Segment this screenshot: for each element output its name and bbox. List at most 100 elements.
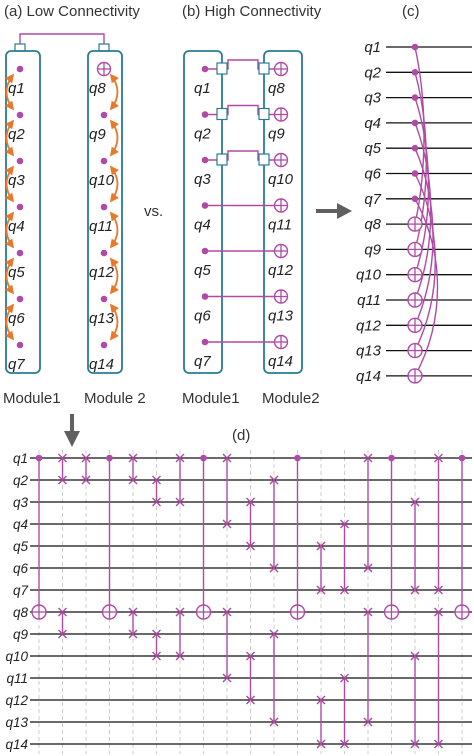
swap-cross (434, 585, 443, 595)
qubit-label: q14 (356, 368, 381, 385)
swap-cross (340, 585, 349, 595)
qubit-label: q6 (364, 166, 381, 183)
down-arrow (64, 414, 80, 447)
swap-cross (434, 453, 443, 463)
panel-a-diagram: q1 q8 q2 q9 q3 q10 q4 q11 q5 q12 q6 q13 q7 q14 (5, 33, 123, 374)
qubit-label: q13 (89, 310, 115, 327)
qubit-label: q7 (194, 353, 211, 370)
module2-box (263, 50, 303, 374)
qubit-label: q11 (357, 292, 381, 309)
qubit-label: q5 (194, 262, 211, 279)
qubit-label: q9 (13, 627, 29, 642)
qubit-label: q5 (8, 264, 25, 281)
swap-cross (363, 607, 373, 617)
control-dot (200, 454, 207, 462)
swap-cross (316, 541, 326, 551)
swap-cross (269, 629, 279, 639)
qubit-label: q10 (5, 649, 28, 664)
swap-cross (152, 651, 161, 661)
swap-cross (340, 739, 349, 749)
control-dot (411, 144, 419, 152)
swap-cross (58, 607, 67, 617)
control-dot (16, 341, 24, 349)
swap-cross (340, 519, 349, 529)
control-dot (201, 111, 209, 118)
swap-cross (246, 695, 255, 705)
swap-cross (410, 497, 420, 507)
qubit-label: q6 (13, 561, 29, 576)
qubit-label: q12 (5, 693, 28, 708)
swap-arrow (109, 119, 119, 157)
control-dot (201, 293, 209, 300)
qubit-label: q4 (364, 115, 381, 132)
control-dot (16, 295, 24, 303)
control-dot (16, 111, 24, 119)
swap-arrow (109, 211, 119, 249)
module1-port (216, 62, 228, 75)
qubit-label: q13 (268, 308, 294, 325)
swap-cross (410, 585, 420, 595)
qubit-label: q3 (364, 90, 381, 107)
swap-cross (410, 739, 420, 749)
swap-cross (246, 541, 255, 551)
swap-cross (81, 475, 91, 485)
swap-arrow (109, 303, 119, 341)
control-dot (106, 454, 113, 462)
qubit-label: q8 (364, 216, 381, 233)
panel-b-module1-label: Module1 (182, 390, 240, 407)
qubit-label: q10 (89, 172, 115, 189)
swap-cross (128, 475, 138, 485)
panel-d-title: (d) (232, 427, 250, 444)
qubit-label: q6 (194, 308, 211, 325)
swap-cross (58, 475, 67, 485)
swap-cross (152, 475, 161, 485)
swap-cross (128, 629, 138, 639)
swap-cross (222, 453, 232, 463)
control-dot (411, 69, 419, 76)
control-dot (411, 43, 419, 51)
swap-cross (434, 607, 443, 617)
control-dot (411, 119, 419, 127)
qubit-label: q2 (364, 64, 381, 81)
panel-b-title: (b) High Connectivity (182, 3, 322, 20)
control-dot (411, 195, 419, 203)
qubit-label: q2 (8, 126, 25, 143)
qubit-label: q12 (356, 317, 382, 334)
swap-cross (58, 629, 67, 639)
swap-cross (246, 497, 255, 507)
swap-cross (269, 717, 279, 727)
qubit-label: q9 (89, 126, 106, 143)
module2-port (98, 43, 110, 52)
swap-cross (128, 607, 138, 617)
control-dot (100, 157, 108, 165)
cnot-link (205, 59, 281, 70)
qubit-label: q11 (89, 218, 113, 235)
qubit-label: q1 (13, 451, 28, 466)
qubit-label: q10 (268, 171, 294, 188)
control-dot (201, 202, 209, 209)
swap-cross (246, 651, 255, 661)
cnot-link (205, 104, 281, 116)
module2-port (258, 153, 270, 166)
panel-b-diagram: q1 q8 q2 q9 q3 q10 q4 q11 q5 q12 q6 q13 q7 q14 (183, 50, 303, 374)
cnot-link (414, 122, 432, 301)
qubit-label: q14 (89, 356, 114, 373)
control-dot (411, 94, 419, 101)
swap-cross (434, 739, 443, 749)
swap-cross (152, 497, 161, 507)
panel-a-module2-label: Module 2 (84, 390, 146, 407)
panel-c-circuit: q1 q2 q3 q4 q5 q6 q7 q8 q9 q10 q11 q12 q13 q14 (356, 39, 472, 385)
right-arrow (316, 203, 352, 219)
swap-arrow (109, 257, 119, 295)
qubit-label: q9 (364, 241, 381, 258)
control-dot (294, 454, 301, 462)
module2-box (87, 50, 123, 374)
panel-a-title: (a) Low Connectivity (4, 3, 140, 20)
qubit-label: q4 (194, 217, 211, 234)
swap-cross (81, 453, 91, 463)
control-dot (100, 341, 108, 349)
control-dot (16, 249, 24, 257)
swap-arrow (5, 73, 15, 111)
cnot-link (414, 147, 434, 326)
qubit-label: q7 (13, 583, 29, 598)
